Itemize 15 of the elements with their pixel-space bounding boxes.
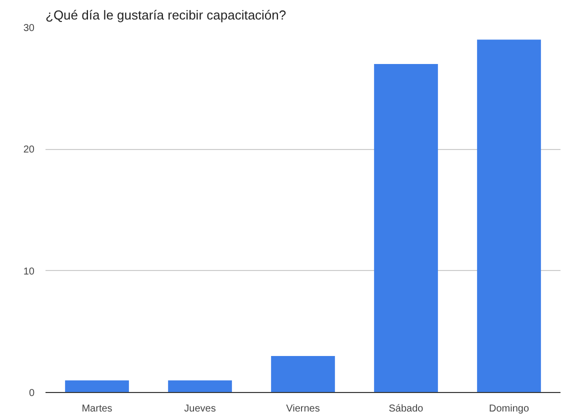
x-tick-label: Jueves — [184, 404, 216, 414]
bar — [65, 380, 129, 392]
y-tick-label: 10 — [23, 266, 35, 278]
y-tick-label: 30 — [23, 23, 35, 34]
bar — [477, 40, 541, 392]
x-tick-label: Martes — [82, 404, 112, 414]
y-tick-label: 0 — [28, 388, 35, 399]
bar — [168, 380, 232, 392]
x-tick-label: Domingo — [488, 404, 530, 414]
x-tick-label: Sábado — [388, 404, 424, 414]
x-tick-label: Viernes — [286, 404, 320, 414]
bar — [271, 356, 335, 392]
y-tick-label: 20 — [23, 144, 35, 156]
bar — [374, 64, 438, 392]
chart-title: ¿Qué día le gustaría recibir capacitación? — [46, 8, 286, 22]
